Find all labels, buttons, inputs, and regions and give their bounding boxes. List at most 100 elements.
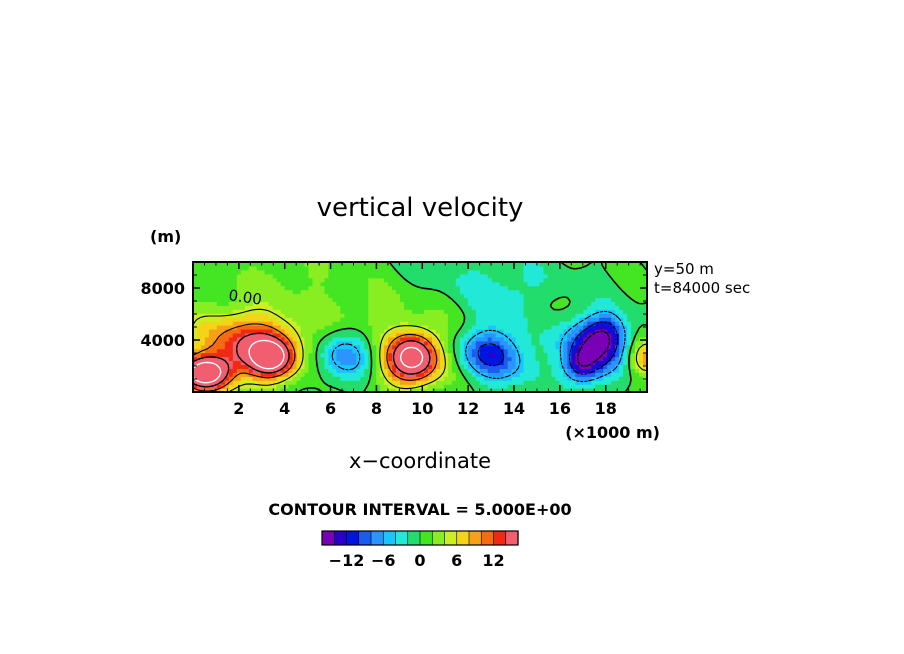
heatmap-cell bbox=[551, 384, 556, 389]
heatmap-cell bbox=[364, 368, 369, 373]
heatmap-cell bbox=[439, 348, 445, 354]
heatmap-cell bbox=[252, 344, 258, 350]
heatmap-cell bbox=[447, 332, 453, 338]
heatmap-cell bbox=[364, 344, 369, 350]
heatmap-cell bbox=[216, 332, 222, 338]
heatmap-cell bbox=[376, 297, 381, 302]
heatmap-cell bbox=[248, 380, 254, 385]
heatmap-cell bbox=[348, 301, 353, 306]
heatmap-cell bbox=[384, 301, 389, 306]
heatmap-cell bbox=[344, 265, 349, 271]
heatmap-cell bbox=[463, 297, 469, 302]
heatmap-cell bbox=[507, 352, 513, 358]
heatmap-cell bbox=[236, 340, 242, 346]
heatmap-cell bbox=[196, 340, 202, 346]
heatmap-cell bbox=[595, 352, 600, 358]
heatmap-cell bbox=[587, 376, 592, 381]
heatmap-cell bbox=[388, 289, 393, 295]
heatmap-cell bbox=[228, 289, 234, 295]
heatmap-cell bbox=[547, 332, 553, 338]
heatmap-cell bbox=[591, 372, 596, 377]
heatmap-cell bbox=[575, 305, 580, 310]
heatmap-cell bbox=[384, 293, 389, 299]
heatmap-cell bbox=[439, 309, 445, 314]
heatmap-cell bbox=[603, 340, 608, 346]
heatmap-cell bbox=[447, 262, 453, 267]
heatmap-cell bbox=[372, 285, 377, 291]
heatmap-cell bbox=[459, 328, 465, 334]
heatmap-cell bbox=[547, 313, 553, 318]
heatmap-cell bbox=[336, 289, 341, 295]
heatmap-cell bbox=[531, 336, 537, 342]
heatmap-cell bbox=[599, 372, 604, 377]
heatmap-cell bbox=[531, 384, 537, 389]
heatmap-cell bbox=[567, 281, 572, 287]
heatmap-cell bbox=[615, 305, 620, 310]
heatmap-cell bbox=[439, 285, 445, 291]
heatmap-cell bbox=[583, 265, 588, 271]
heatmap-cell bbox=[591, 317, 596, 322]
heatmap-cell bbox=[240, 384, 246, 389]
heatmap-cell bbox=[340, 301, 345, 306]
heatmap-cell bbox=[507, 305, 513, 310]
heatmap-cell bbox=[551, 352, 556, 358]
heatmap-cell bbox=[591, 352, 596, 358]
heatmap-cell bbox=[495, 340, 501, 346]
heatmap-cell bbox=[348, 313, 353, 318]
heatmap-cell bbox=[543, 273, 549, 279]
heatmap-cell bbox=[459, 336, 465, 342]
heatmap-cell bbox=[248, 313, 254, 318]
heatmap-cell bbox=[619, 273, 624, 279]
heatmap-cell bbox=[404, 273, 409, 279]
heatmap-cell bbox=[216, 317, 222, 322]
heatmap-cell bbox=[260, 269, 266, 275]
heatmap-cell bbox=[559, 273, 564, 279]
heatmap-cell bbox=[216, 368, 222, 373]
heatmap-cell bbox=[312, 321, 318, 326]
heatmap-cell bbox=[639, 352, 644, 358]
heatmap-cell bbox=[607, 384, 612, 389]
heatmap-cell bbox=[332, 317, 337, 322]
heatmap-cell bbox=[459, 368, 465, 373]
heatmap-cell bbox=[416, 380, 421, 385]
heatmap-cell bbox=[467, 293, 473, 299]
heatmap-cell bbox=[316, 356, 322, 362]
heatmap-cell bbox=[511, 269, 517, 275]
heatmap-cell bbox=[427, 277, 433, 283]
heatmap-cell bbox=[360, 269, 365, 275]
heatmap-cell bbox=[308, 364, 314, 369]
heatmap-cell bbox=[404, 344, 409, 350]
heatmap-cell bbox=[551, 360, 556, 366]
heatmap-cell bbox=[563, 352, 568, 358]
heatmap-cell bbox=[511, 340, 517, 346]
heatmap-cell bbox=[272, 281, 278, 287]
heatmap-cell bbox=[292, 321, 298, 326]
heatmap-cell bbox=[324, 277, 329, 283]
heatmap-cell bbox=[260, 344, 266, 350]
heatmap-cell bbox=[467, 388, 473, 392]
heatmap-cell bbox=[531, 285, 537, 291]
heatmap-cell bbox=[348, 285, 353, 291]
heatmap-cell bbox=[196, 344, 202, 350]
heatmap-cell bbox=[555, 317, 560, 322]
heatmap-cell bbox=[272, 325, 278, 330]
heatmap-cell bbox=[268, 352, 274, 358]
heatmap-cell bbox=[356, 285, 361, 291]
heatmap-cell bbox=[392, 309, 397, 314]
heatmap-cell bbox=[523, 297, 529, 302]
heatmap-cell bbox=[535, 281, 541, 287]
heatmap-cell bbox=[388, 336, 393, 342]
heatmap-cell bbox=[487, 281, 493, 287]
heatmap-cell bbox=[404, 340, 409, 346]
heatmap-cell bbox=[487, 273, 493, 279]
heatmap-cell bbox=[479, 265, 485, 271]
heatmap-cell bbox=[439, 297, 445, 302]
heatmap-cell bbox=[328, 360, 333, 366]
heatmap-cell bbox=[344, 321, 349, 326]
heatmap-cell bbox=[523, 372, 529, 377]
heatmap-cell bbox=[583, 293, 588, 299]
heatmap-cell bbox=[603, 332, 608, 338]
heatmap-cell bbox=[631, 360, 636, 366]
heatmap-cell bbox=[396, 297, 401, 302]
heatmap-cell bbox=[352, 321, 357, 326]
